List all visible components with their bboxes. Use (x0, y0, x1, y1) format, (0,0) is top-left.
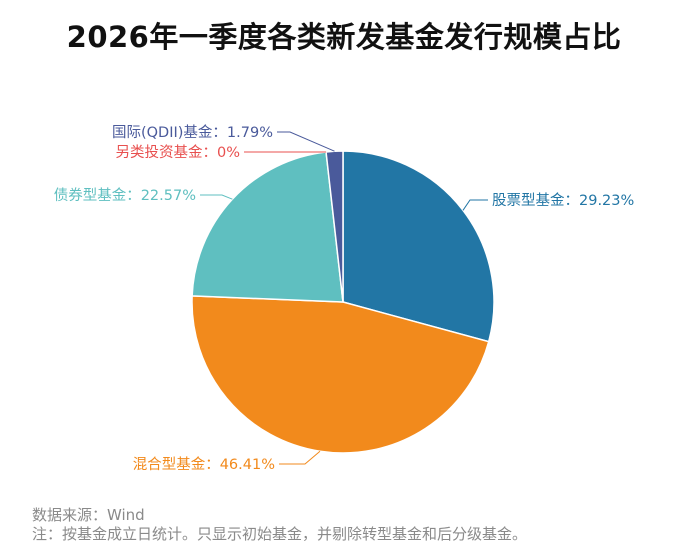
chart-title: 2026年一季度各类新发基金发行规模占比 (66, 20, 622, 54)
slice-label-4: 国际(QDII)基金：1.79% (112, 124, 273, 141)
leader-line-2 (200, 194, 233, 200)
data-source: 数据来源：Wind (32, 506, 145, 524)
slice-label-3: 另类投资基金：0% (115, 144, 240, 161)
leader-line-0 (462, 199, 488, 211)
slice-label-0: 股票型基金：29.23% (492, 192, 634, 209)
leader-line-1 (279, 450, 321, 465)
pie-slice-2 (191, 151, 344, 303)
pie-slice-0 (342, 150, 495, 343)
footnote: 注：按基金成立日统计。只显示初始基金，并剔除转型基金和后分级基金。 (32, 525, 528, 543)
slice-label-2: 债券型基金：22.57% (54, 187, 196, 204)
leader-line-4 (277, 131, 335, 152)
slice-label-1: 混合型基金：46.41% (133, 456, 275, 473)
